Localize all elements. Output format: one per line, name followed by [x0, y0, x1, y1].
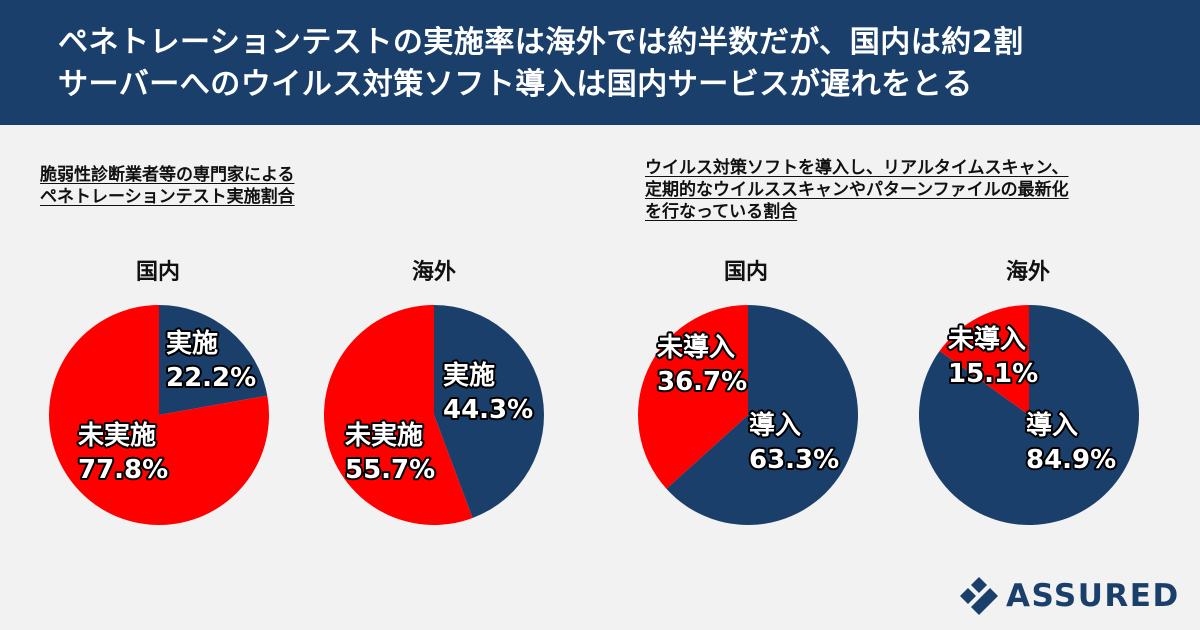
section-title-antivirus: ウイルス対策ソフトを導入し、リアルタイムスキャン、 定期的なウイルススキャンやパ… — [645, 157, 1069, 223]
pie-title-pentest-domestic: 国内 — [135, 260, 180, 285]
slice-value-label: 63.3% — [749, 445, 839, 475]
pie-chart-pentest-domestic: 実施 22.2% 未実施 77.8% — [48, 305, 269, 525]
slice-value-label: 77.8% — [78, 455, 168, 485]
pie-chart-antivirus-domestic: 導入 63.3% 未導入 36.7% — [638, 305, 858, 525]
slice-value-label: 22.2% — [166, 363, 256, 393]
slice-value-label: 36.7% — [657, 367, 747, 397]
logo-text: ASSURED — [1006, 578, 1180, 614]
section-title-line: を行なっている割合 — [645, 202, 798, 222]
section-title-line: ウイルス対策ソフトを導入し、リアルタイムスキャン、 — [645, 158, 1069, 178]
section-title-pentest: 脆弱性診断業者等の専門家による ペネトレーションテスト実施割合 — [40, 164, 295, 208]
pie-chart-antivirus-overseas: 導入 84.9% 未導入 15.1% — [919, 305, 1139, 525]
pie-slice-secondary — [48, 305, 269, 525]
slice-label: 実施 — [443, 360, 495, 391]
section-title-line: ペネトレーションテスト実施割合 — [40, 187, 295, 207]
assured-logo: ASSURED — [958, 574, 1188, 618]
headline-line-2: サーバーへのウイルス対策ソフト導入は国内サービスが遅れをとる — [58, 67, 973, 102]
pie-title-pentest-overseas: 海外 — [411, 260, 456, 285]
pie-slice-primary — [666, 305, 858, 525]
slice-label: 導入 — [1026, 410, 1078, 441]
slice-label: 未実施 — [78, 420, 156, 451]
slice-label: 実施 — [166, 328, 218, 359]
slice-value-label: 55.7% — [345, 455, 435, 485]
pie-title-antivirus-domestic: 国内 — [723, 260, 768, 285]
header-banner: ペネトレーションテストの実施率は海外では約半数だが、国内は約2割 サーバーへのウ… — [0, 0, 1200, 125]
slice-value-label: 44.3% — [443, 395, 533, 425]
slice-value-label: 15.1% — [948, 359, 1038, 389]
section-title-line: 脆弱性診断業者等の専門家による — [40, 165, 295, 185]
slice-value-label: 84.9% — [1026, 445, 1116, 475]
pie-chart-pentest-overseas: 実施 44.3% 未実施 55.7% — [324, 305, 544, 525]
slice-label: 未実施 — [345, 420, 423, 451]
pie-slice-primary — [434, 305, 544, 519]
slice-label: 導入 — [749, 410, 801, 441]
section-title-line: 定期的なウイルススキャンやパターンファイルの最新化 — [645, 180, 1069, 200]
assured-logo-mark-icon — [960, 577, 998, 615]
pie-slice-secondary — [939, 305, 1029, 415]
slice-label: 未導入 — [948, 324, 1026, 355]
headline-line-1: ペネトレーションテストの実施率は海外では約半数だが、国内は約2割 — [58, 25, 1024, 60]
slice-label: 未導入 — [657, 332, 735, 363]
pie-slice-secondary — [638, 305, 748, 489]
pie-title-antivirus-overseas: 海外 — [1005, 260, 1050, 285]
pie-slice-primary — [159, 305, 268, 415]
pie-slice-secondary — [324, 305, 473, 525]
